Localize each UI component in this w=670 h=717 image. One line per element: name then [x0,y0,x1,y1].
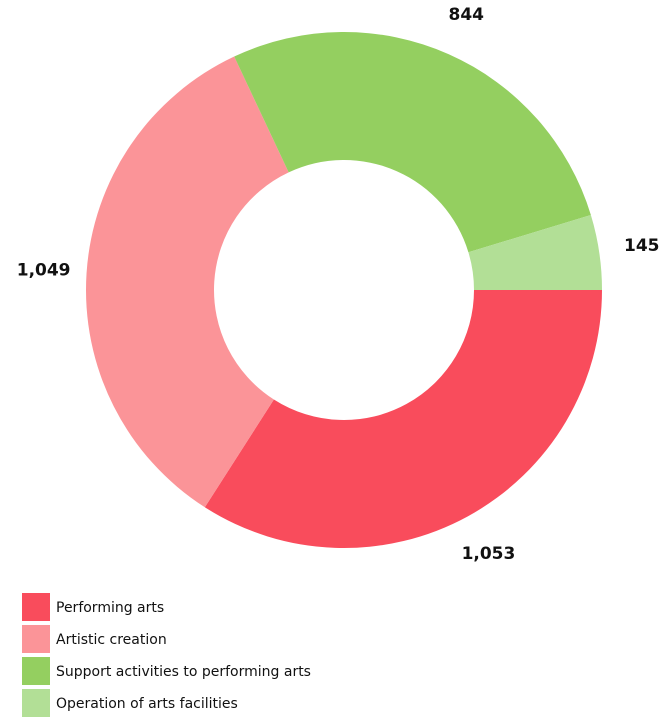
legend-label: Performing arts [56,600,164,616]
legend-swatch [22,625,50,653]
legend-label: Operation of arts facilities [56,696,238,712]
value-label: 145 [624,236,660,256]
legend-label: Support activities to performing arts [56,664,311,680]
legend-swatch [22,689,50,717]
legend-label: Artistic creation [56,632,167,648]
slice [85,56,289,508]
slice [204,290,603,548]
legend-swatch [22,593,50,621]
value-label: 844 [449,5,485,25]
value-label: 1,049 [17,260,71,280]
slice [234,32,591,253]
value-label: 1,053 [462,544,516,564]
slice [468,215,602,290]
legend-swatch [22,657,50,685]
